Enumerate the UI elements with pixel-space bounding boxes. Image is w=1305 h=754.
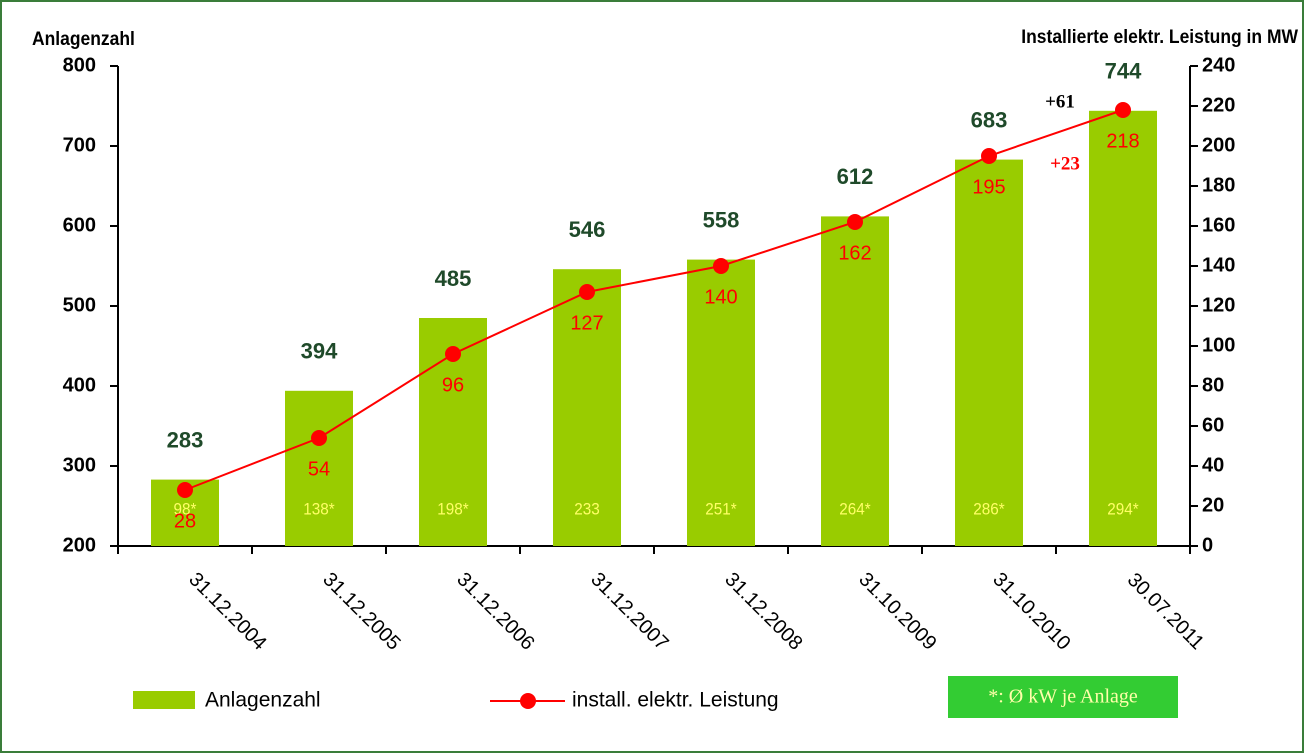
- bar: [1089, 110, 1157, 547]
- legend-swatch-point: [520, 693, 536, 709]
- line-value-label: 96: [442, 374, 464, 396]
- y-tick-label: 600: [63, 214, 96, 236]
- y2-tick-label: 220: [1202, 94, 1235, 116]
- line-point: [1115, 102, 1131, 118]
- bar-value-label: 612: [837, 164, 874, 189]
- legend-swatch: [133, 691, 195, 709]
- y2-tick-label: 160: [1202, 214, 1235, 236]
- bar: [553, 269, 621, 546]
- bar-value-label: 744: [1105, 59, 1142, 84]
- line-point: [713, 258, 729, 274]
- bar-value-label: 283: [167, 427, 204, 452]
- line-point: [981, 148, 997, 164]
- y2-tick-label: 120: [1202, 294, 1235, 316]
- bar-annotation: 98*: [174, 500, 198, 519]
- line-value-label: 54: [308, 458, 330, 480]
- y2-tick-label: 180: [1202, 174, 1235, 196]
- footnote-box: [948, 676, 1178, 718]
- y-tick-label: 800: [63, 54, 96, 76]
- footnote: *: Ø kW je Anlage: [988, 686, 1138, 708]
- bar-annotation: 264*: [839, 500, 871, 519]
- y2-axis-label: Installierte elektr. Leistung in MW: [1021, 25, 1298, 47]
- y2-tick-label: 140: [1202, 254, 1235, 276]
- annotation: +23: [1050, 153, 1080, 174]
- y2-tick-label: 20: [1202, 494, 1224, 516]
- bar-value-label: 394: [301, 339, 338, 364]
- y2-tick-label: 40: [1202, 454, 1224, 476]
- line-point: [445, 346, 461, 362]
- bar-annotation: 198*: [437, 500, 469, 519]
- bar-value-label: 558: [703, 207, 740, 232]
- line-value-label: 127: [570, 312, 603, 334]
- y2-tick-label: 200: [1202, 134, 1235, 156]
- y-tick-label: 400: [63, 374, 96, 396]
- y-tick-label: 200: [63, 534, 96, 556]
- y2-tick-label: 0: [1202, 534, 1213, 556]
- line-value-label: 28: [174, 510, 196, 532]
- bar-value-label: 683: [971, 107, 1008, 132]
- bar: [955, 159, 1023, 546]
- y-tick-label: 300: [63, 454, 96, 476]
- bar-annotation: 294*: [1107, 500, 1139, 519]
- y-axis-label: Anlagenzahl: [32, 27, 135, 49]
- bar-annotation: 286*: [973, 500, 1005, 519]
- bar-annotation: 251*: [705, 500, 737, 519]
- y-tick-label: 700: [63, 134, 96, 156]
- line-value-label: 218: [1106, 130, 1139, 152]
- annotation: +61: [1045, 91, 1075, 112]
- line-point: [579, 284, 595, 300]
- bar: [285, 390, 353, 546]
- y2-tick-label: 60: [1202, 414, 1224, 436]
- line-point: [847, 214, 863, 230]
- line-point: [177, 482, 193, 498]
- bar-value-label: 485: [435, 266, 472, 291]
- line: [184, 109, 1124, 491]
- line-point: [311, 430, 327, 446]
- y2-tick-label: 240: [1202, 54, 1235, 76]
- legend-label: install. elektr. Leistung: [572, 689, 779, 712]
- line-value-label: 195: [972, 176, 1005, 198]
- bar-value-label: 546: [569, 217, 606, 242]
- bar-annotation: 138*: [303, 500, 335, 519]
- line-value-label: 162: [838, 242, 871, 264]
- y2-tick-label: 80: [1202, 374, 1224, 396]
- bar: [821, 216, 889, 546]
- y2-tick-label: 100: [1202, 334, 1235, 356]
- bar: [687, 259, 755, 546]
- y-tick-label: 500: [63, 294, 96, 316]
- bar-annotation: 233: [574, 500, 600, 519]
- legend-label: Anlagenzahl: [205, 689, 321, 712]
- line-value-label: 140: [704, 286, 737, 308]
